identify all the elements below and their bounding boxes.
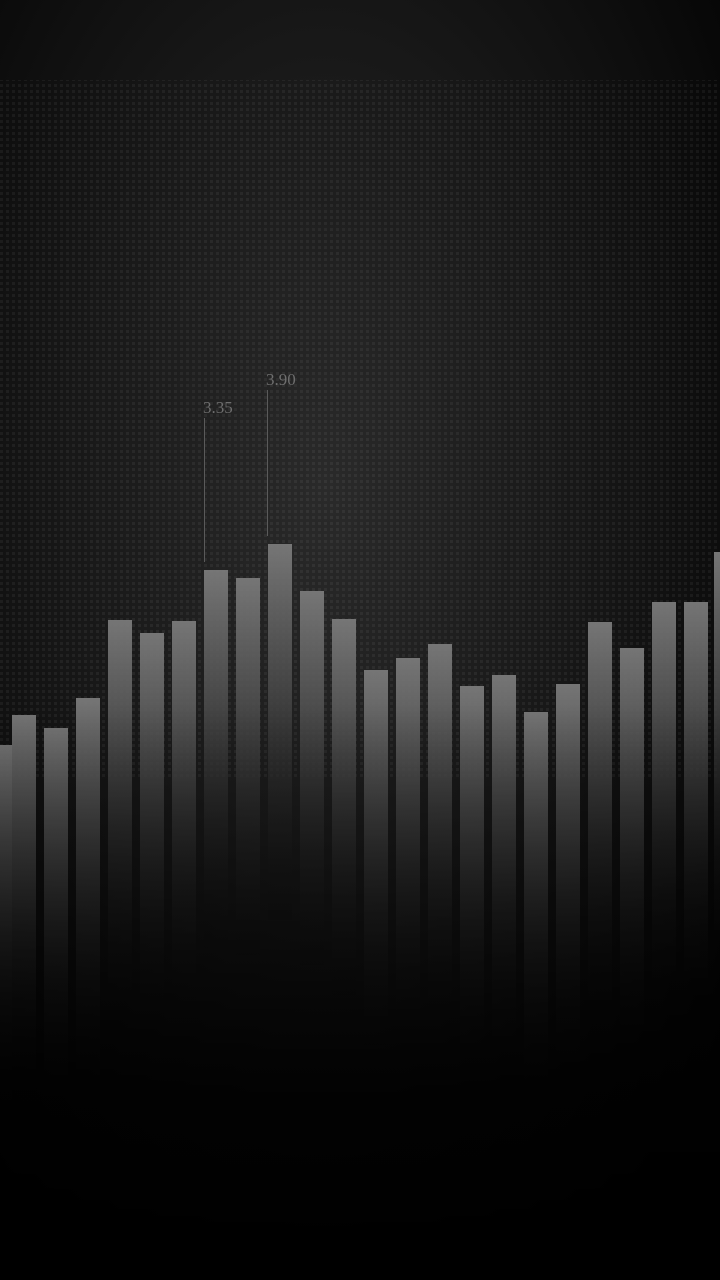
page: {"annotations": [{"label": "3.35"}, {"la…	[0, 0, 720, 1280]
wallpaper: 3.35 3.90	[0, 0, 720, 1280]
bottom-fade	[0, 0, 720, 1280]
